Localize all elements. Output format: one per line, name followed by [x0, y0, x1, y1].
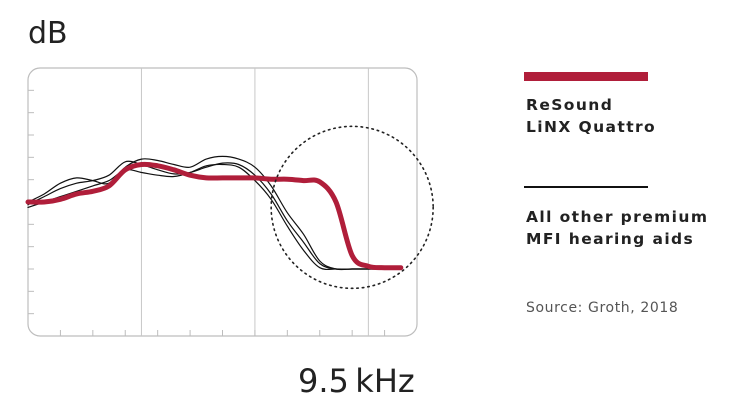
legend-others-line1: All other premium: [526, 208, 709, 226]
series-line-competitor-3: [27, 163, 402, 271]
legend-resound-line2: LiNX Quattro: [526, 118, 657, 136]
highlight-circle: [270, 125, 434, 290]
grid-lines: [140, 68, 369, 336]
x-axis-label: 9.5 kHz: [298, 362, 415, 400]
legend-swatch-others: [524, 186, 648, 188]
legend-others-line2: MFI hearing aids: [526, 230, 695, 248]
plot-frame: [27, 67, 418, 337]
source-note: Source: Groth, 2018: [526, 300, 679, 316]
legend-swatch-resound: [524, 72, 648, 81]
legend-resound-line1: ReSound: [526, 96, 614, 114]
y-axis-label: dB: [28, 16, 68, 51]
series-line-resound: [25, 161, 404, 271]
legend-label-resound: ReSound LiNX Quattro: [526, 94, 656, 138]
series-lines: [25, 155, 404, 271]
legend-label-others: All other premium MFI hearing aids: [526, 206, 708, 250]
tick-marks: [28, 89, 386, 336]
